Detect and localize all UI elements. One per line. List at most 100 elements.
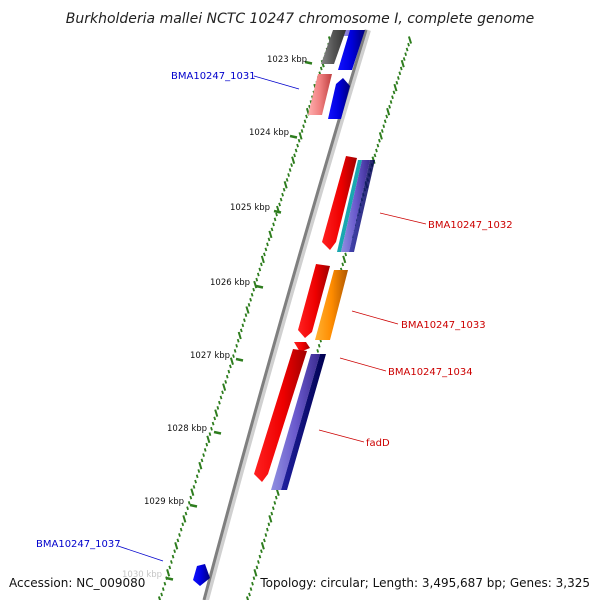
gene-label-bma10247-1034[interactable]: BMA10247_1034 <box>388 367 473 378</box>
kbp-label: 1027 kbp <box>190 351 230 361</box>
gene-feature-navy-thin[interactable] <box>349 160 375 252</box>
inner-tick <box>190 488 195 496</box>
kbp-major-tick <box>289 134 298 139</box>
inner-tick <box>179 527 183 532</box>
inner-tick <box>291 156 296 164</box>
gene-feature-fadd[interactable] <box>254 349 307 482</box>
inner-tick <box>267 237 271 242</box>
outer-tick <box>407 42 410 47</box>
inner-tick <box>237 331 242 340</box>
inner-tick <box>208 432 212 436</box>
gene-feature-lavender-long[interactable] <box>271 354 320 490</box>
gene-label-bma10247-1032[interactable]: BMA10247_1032 <box>428 220 513 231</box>
outer-tick <box>257 560 260 564</box>
inner-tick <box>235 343 238 348</box>
outer-tick <box>263 538 266 543</box>
gene-feature-bma10247-1034[interactable] <box>294 342 310 352</box>
inner-tick <box>260 262 263 267</box>
kbp-label: 1026 kbp <box>210 278 250 288</box>
inner-tick <box>249 297 252 302</box>
inner-tick <box>171 554 175 559</box>
outer-tick <box>404 52 407 57</box>
inner-tick <box>176 538 180 543</box>
inner-tick <box>186 506 189 511</box>
inner-tick <box>192 485 196 489</box>
gene-label-bma10247-1037[interactable]: BMA10247_1037 <box>36 539 121 550</box>
inner-tick <box>288 168 292 172</box>
inner-tick <box>243 318 246 323</box>
kbp-major-tick <box>189 503 198 508</box>
outer-tick <box>260 542 265 550</box>
outer-tick <box>245 596 250 600</box>
inner-tick <box>189 495 193 500</box>
inner-tick <box>222 383 227 391</box>
leader-line-bma10247-1037 <box>117 545 164 562</box>
outer-tick <box>399 66 403 71</box>
inner-tick <box>256 272 260 277</box>
inner-tick <box>213 416 217 421</box>
gene-feature-top-gray[interactable] <box>321 30 346 64</box>
gene-feature-top-blue[interactable] <box>338 30 365 70</box>
gene-label-bma10247-1033[interactable]: BMA10247_1033 <box>401 320 486 331</box>
outer-tick <box>271 506 275 511</box>
outer-tick <box>388 104 391 109</box>
gene-feature-navy-long[interactable] <box>281 354 326 490</box>
outer-tick <box>267 522 271 527</box>
outer-tick <box>260 549 263 554</box>
outer-tick <box>344 252 348 257</box>
inner-tick <box>163 581 167 586</box>
inner-tick <box>245 306 250 314</box>
outer-tick <box>398 71 402 76</box>
inner-tick <box>229 357 234 365</box>
inner-tick <box>187 501 191 505</box>
inner-tick <box>229 364 232 369</box>
inner-tick <box>198 461 203 470</box>
inner-tick <box>255 277 259 282</box>
kbp-major-tick <box>273 209 282 214</box>
gene-feature-bma10247-1032[interactable] <box>322 156 357 250</box>
outer-tick <box>264 533 268 537</box>
inner-tick <box>203 448 207 452</box>
leader-line-bma10247-1033 <box>351 310 399 325</box>
gene-feature-teal[interactable] <box>337 160 362 252</box>
gene-feature-pink[interactable] <box>308 74 332 115</box>
outer-tick <box>251 581 254 586</box>
inner-tick <box>279 197 283 202</box>
gene-label-bma10247-1031[interactable]: BMA10247_1031 <box>171 71 256 82</box>
inner-tick <box>319 66 323 71</box>
inner-tick <box>157 596 162 600</box>
inner-tick <box>170 560 173 564</box>
genome-backbone <box>203 29 371 600</box>
outer-tick <box>407 36 413 44</box>
inner-tick <box>303 119 307 124</box>
outer-tick <box>376 143 380 148</box>
gene-label-fadd[interactable]: fadD <box>366 438 390 449</box>
kbp-major-tick <box>213 430 222 435</box>
inner-tick <box>232 354 235 358</box>
gene-feature-bma10247-1031[interactable] <box>328 78 350 119</box>
inner-tick <box>173 549 176 554</box>
inner-tick <box>273 217 277 222</box>
gene-feature-bma10247-1037[interactable] <box>193 564 210 586</box>
kbp-major-tick <box>165 576 174 581</box>
inner-tick <box>161 587 165 591</box>
inner-tick <box>168 565 172 570</box>
inner-tick <box>174 542 179 550</box>
topology-text: Topology: circular; Length: 3,495,687 bp… <box>259 576 590 590</box>
inner-tick <box>241 323 245 328</box>
outer-tick <box>392 90 396 95</box>
gene-feature-orange[interactable] <box>315 270 348 340</box>
gene-feature-slate[interactable] <box>341 160 370 252</box>
gene-label-leaders <box>117 75 427 562</box>
outer-tick <box>397 76 400 80</box>
inner-tick <box>275 212 278 217</box>
outer-tick <box>402 57 406 61</box>
outer-tick <box>400 59 405 68</box>
gene-feature-bma10247-1033[interactable] <box>298 264 330 338</box>
inner-tick <box>214 409 219 417</box>
outer-tick <box>266 527 269 532</box>
inner-tick <box>302 124 305 129</box>
inner-tick <box>297 138 301 143</box>
inner-tick <box>266 242 269 247</box>
